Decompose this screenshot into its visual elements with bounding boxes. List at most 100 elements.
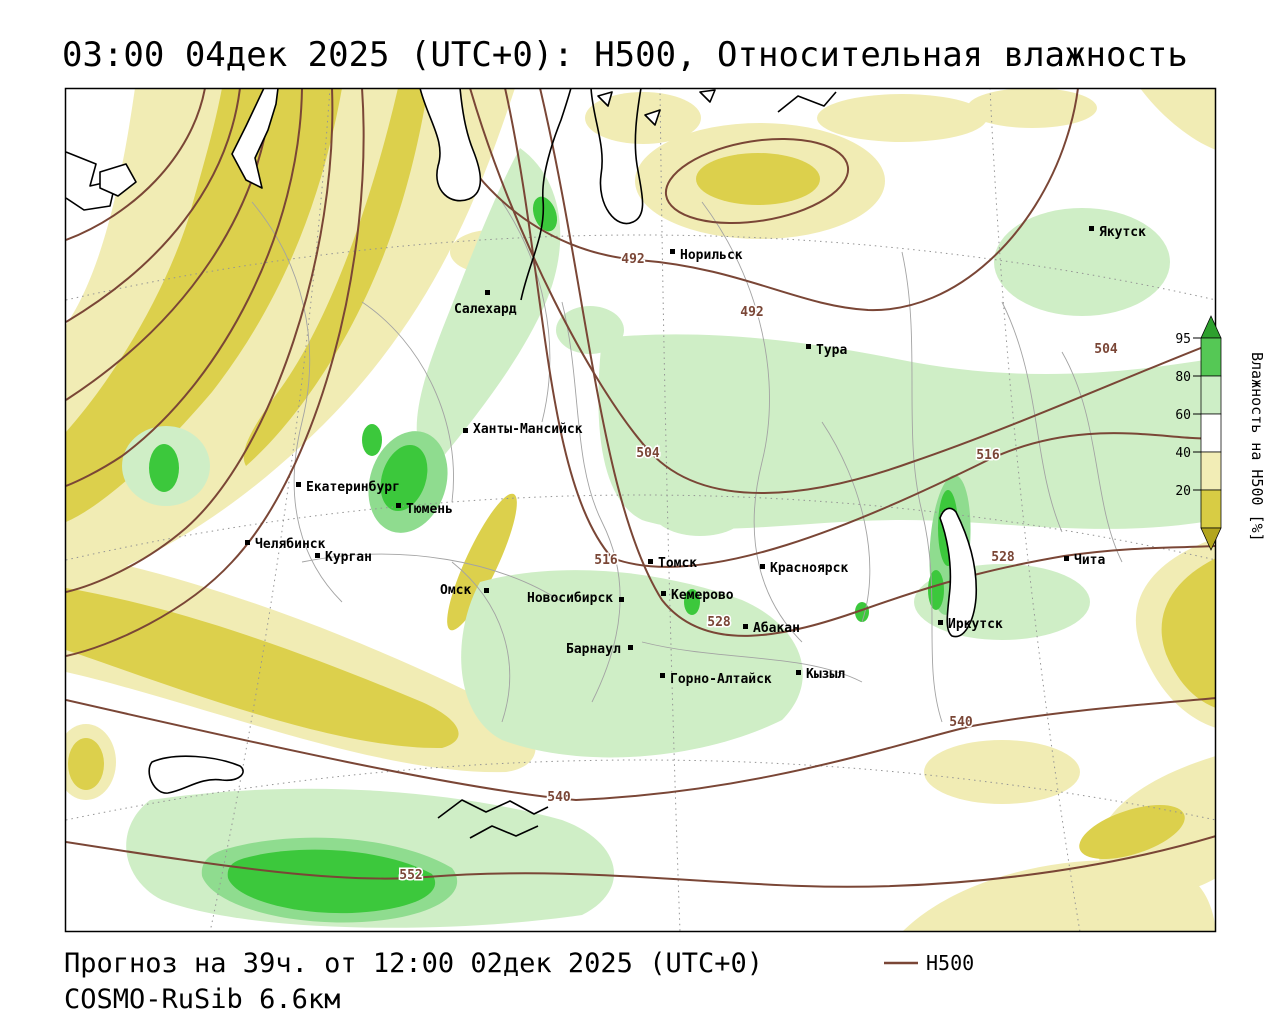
colorbar-tick-label: 95 bbox=[1175, 332, 1191, 347]
city-krasnoyarsk: Красноярск bbox=[760, 561, 848, 576]
contour-label: 540 bbox=[949, 715, 973, 730]
city-label: Чита bbox=[1074, 553, 1105, 568]
city-dot bbox=[660, 673, 665, 678]
city-label: Новосибирск bbox=[527, 591, 613, 606]
fill-layer-bright-green bbox=[149, 196, 958, 914]
contour-label: 504 bbox=[636, 446, 660, 461]
contour-label: 528 bbox=[707, 615, 731, 630]
city-omsk: Омск bbox=[440, 583, 489, 598]
city-dot bbox=[796, 670, 801, 675]
city-chelyabinsk: Челябинск bbox=[245, 537, 326, 552]
city-label: Абакан bbox=[753, 621, 800, 636]
city-abakan: Абакан bbox=[743, 621, 800, 636]
city-dot bbox=[484, 588, 489, 593]
city-label: Красноярск bbox=[770, 561, 848, 576]
map-title: 03:00 04дек 2025 (UTC+0): H500, Относите… bbox=[62, 35, 1188, 75]
city-kurgan: Курган bbox=[315, 550, 372, 565]
contour-label: 504 bbox=[1094, 342, 1118, 357]
city-khanty-mansiysk: Ханты-Мансийск bbox=[463, 422, 583, 437]
city-label: Томск bbox=[658, 556, 697, 571]
city-kemerovo: Кемерово bbox=[661, 588, 734, 603]
admin-borders-layer bbox=[251, 201, 1123, 723]
h500-legend-label: H500 bbox=[926, 951, 974, 975]
city-dot bbox=[628, 645, 633, 650]
colorbar-arrow-bottom bbox=[1200, 527, 1222, 551]
city-tomsk: Томск bbox=[648, 556, 697, 571]
colorbar-band-0-20 bbox=[1200, 489, 1222, 529]
humidity-colorbar: 95 80 60 40 20 Влажность на H500 [%] bbox=[1175, 315, 1266, 551]
contour-label: 516 bbox=[594, 553, 618, 568]
city-label: Курган bbox=[325, 550, 372, 565]
forecast-info-line: Прогноз на 39ч. от 12:00 02дек 2025 (UTC… bbox=[64, 948, 763, 979]
city-dot bbox=[670, 249, 675, 254]
colorbar-tick-label: 40 bbox=[1175, 446, 1191, 461]
city-label: Иркутск bbox=[948, 617, 1003, 632]
city-label: Горно-Алтайск bbox=[670, 672, 772, 687]
city-label: Якутск bbox=[1099, 225, 1146, 240]
colorbar-band-20-40 bbox=[1200, 451, 1222, 491]
contour-label: 492 bbox=[621, 252, 644, 267]
city-gorno-altaysk: Горно-Алтайск bbox=[660, 672, 772, 687]
map-canvas bbox=[66, 89, 1215, 931]
city-norilsk: Норильск bbox=[670, 248, 743, 263]
contour-label: 528 bbox=[991, 550, 1015, 565]
city-dot bbox=[806, 344, 811, 349]
city-label: Норильск bbox=[680, 248, 743, 263]
city-dot bbox=[485, 290, 490, 295]
city-label: Кемерово bbox=[671, 588, 734, 603]
contour-label: 492 bbox=[740, 305, 763, 320]
fill-layer-yellow bbox=[66, 89, 1215, 859]
contour-label: 516 bbox=[976, 448, 1000, 463]
city-chita: Чита bbox=[1064, 553, 1105, 568]
h500-contour-layer bbox=[66, 89, 1215, 888]
model-info-line: COSMO-RuSib 6.6км bbox=[64, 984, 340, 1015]
city-barnaul: Барнаул bbox=[566, 642, 633, 657]
city-label: Тюмень bbox=[406, 502, 453, 517]
city-label: Челябинск bbox=[255, 537, 326, 552]
city-label: Салехард bbox=[454, 302, 517, 317]
city-label: Екатеринбург bbox=[306, 480, 400, 495]
city-dot bbox=[1064, 556, 1069, 561]
city-irkutsk: Иркутск bbox=[938, 617, 1003, 632]
city-label: Ханты-Мансийск bbox=[473, 422, 583, 437]
contour-label: 540 bbox=[547, 790, 571, 805]
city-dot bbox=[938, 620, 943, 625]
city-kyzyl: Кызыл bbox=[796, 667, 845, 682]
city-dot bbox=[661, 591, 666, 596]
city-dot bbox=[743, 624, 748, 629]
city-salekhard: Салехард bbox=[454, 290, 517, 317]
city-tyumen: Тюмень bbox=[396, 502, 453, 517]
city-dot bbox=[760, 564, 765, 569]
colorbar-band-80-95 bbox=[1200, 337, 1222, 377]
graticule-layer bbox=[66, 89, 1215, 931]
city-dot bbox=[296, 482, 301, 487]
footer: Прогноз на 39ч. от 12:00 02дек 2025 (UTC… bbox=[64, 948, 974, 1015]
city-label: Тура bbox=[816, 343, 847, 358]
city-dot bbox=[396, 503, 401, 508]
city-novosibirsk: Новосибирск bbox=[527, 591, 624, 606]
city-label: Омск bbox=[440, 583, 471, 598]
colorbar-axis-label: Влажность на H500 [%] bbox=[1248, 352, 1266, 542]
city-dot bbox=[463, 428, 468, 433]
colorbar-tick-label: 20 bbox=[1175, 484, 1191, 499]
contour-label: 552 bbox=[399, 868, 422, 883]
fill-layer-light-green bbox=[122, 148, 1215, 928]
colorbar-tick-label: 60 bbox=[1175, 408, 1191, 423]
city-yakutsk: Якутск bbox=[1089, 225, 1146, 240]
coastline-layer bbox=[66, 89, 978, 839]
city-dot bbox=[619, 597, 624, 602]
city-tura: Тура bbox=[806, 343, 847, 358]
colorbar-band-40-60 bbox=[1200, 413, 1222, 453]
city-layer: Якутск Норильск Салехард Тура Ханты-Манс… bbox=[245, 225, 1146, 687]
city-ekaterinburg: Екатеринбург bbox=[296, 480, 400, 495]
city-label: Барнаул bbox=[566, 642, 621, 657]
city-dot bbox=[1089, 226, 1094, 231]
colorbar-tick-label: 80 bbox=[1175, 370, 1191, 385]
city-dot bbox=[245, 540, 250, 545]
city-label: Кызыл bbox=[806, 667, 845, 682]
colorbar-arrow-top bbox=[1200, 315, 1222, 339]
city-dot bbox=[315, 553, 320, 558]
city-dot bbox=[648, 559, 653, 564]
